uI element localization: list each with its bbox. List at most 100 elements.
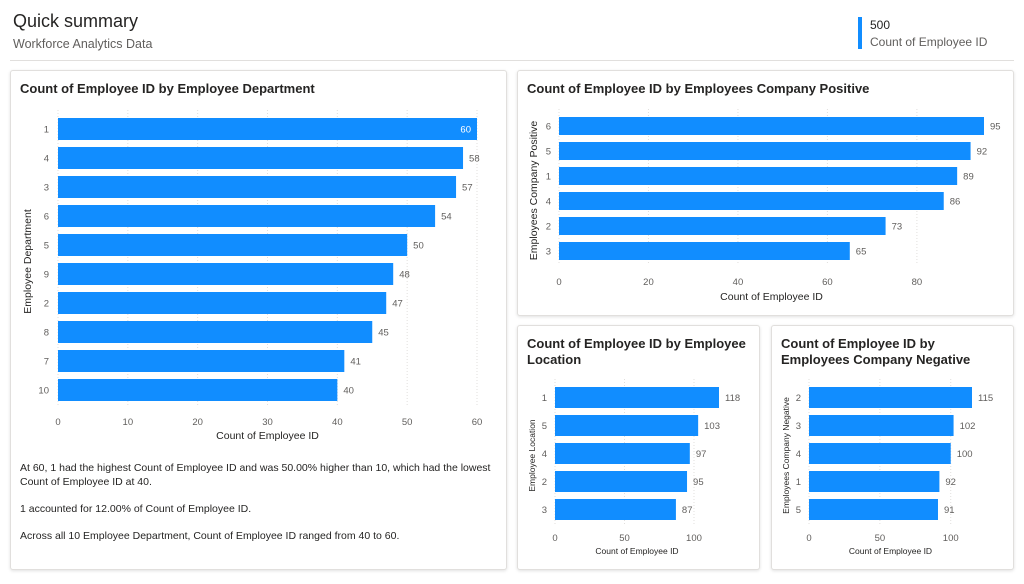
x-tick-label: 0 (552, 533, 557, 544)
y-tick-label: 1 (542, 393, 547, 404)
x-tick-label: 0 (55, 417, 60, 428)
y-tick-label: 2 (44, 299, 49, 310)
location-bar-chart[interactable]: 0 50 100 1 118 5 103 4 97 2 95 3 87 Count of Employee… (518, 326, 760, 570)
x-tick-label: 100 (943, 533, 959, 544)
y-tick-label: 5 (796, 505, 801, 516)
bar (809, 387, 972, 408)
header-divider (10, 60, 1014, 61)
data-label: 58 (469, 154, 480, 165)
company-negative-chart-card[interactable]: Count of Employee ID by Employees Compan… (771, 325, 1014, 570)
y-tick-label: 5 (44, 241, 49, 252)
bar (559, 167, 958, 185)
data-label: 60 (460, 125, 471, 136)
bar (555, 443, 690, 464)
y-tick-label: 6 (44, 212, 49, 223)
bar (58, 205, 436, 227)
x-tick-label: 0 (806, 533, 811, 544)
data-label: 92 (945, 477, 956, 488)
y-tick-label: 1 (44, 125, 49, 136)
company-positive-chart-card[interactable]: Count of Employee ID by Employees Compan… (517, 70, 1014, 316)
data-label: 40 (343, 386, 354, 397)
y-axis-title: Employee Location (527, 419, 537, 492)
data-label: 45 (378, 328, 389, 339)
data-label: 100 (957, 449, 973, 460)
y-tick-label: 3 (44, 183, 49, 194)
department-chart-card[interactable]: Count of Employee ID by Employee Departm… (10, 70, 507, 570)
data-label: 91 (944, 505, 955, 516)
bar (809, 499, 938, 520)
data-label: 118 (725, 393, 740, 404)
page-title: Quick summary (13, 11, 139, 31)
bar (58, 350, 345, 372)
data-label: 95 (693, 477, 704, 488)
data-label: 73 (892, 222, 903, 233)
y-tick-label: 8 (44, 328, 49, 339)
x-tick-label: 20 (192, 417, 203, 428)
chart-title: Count of Employee ID by Employees Compan… (527, 81, 870, 96)
bar (555, 471, 688, 492)
kpi-accent-bar (858, 17, 862, 49)
data-label: 115 (978, 393, 993, 404)
bar (809, 471, 940, 492)
smart-narrative: At 60, 1 had the highest Count of Employ… (20, 461, 500, 556)
y-tick-label: 7 (44, 357, 49, 368)
department-bar-chart[interactable]: 0 10 20 30 40 50 60 1 60 4 58 3 57 6 54 5 50 9 48 2 47 8 45 7 41… (11, 71, 507, 451)
narrative-paragraph-1: At 60, 1 had the highest Count of Employ… (20, 462, 491, 488)
y-tick-label: 3 (546, 247, 551, 258)
x-tick-label: 10 (123, 417, 134, 428)
bar (58, 263, 394, 285)
x-tick-label: 40 (332, 417, 343, 428)
bar (559, 117, 984, 135)
bar (555, 499, 676, 520)
bar (559, 142, 971, 160)
page-subtitle: Workforce Analytics Data (13, 37, 153, 51)
x-axis-title: Count of Employee ID (216, 430, 319, 442)
bar (555, 415, 699, 436)
y-tick-label: 1 (546, 172, 551, 183)
company-positive-bar-chart[interactable]: 0 20 40 60 80 6 95 5 92 1 89 4 86 2 73 3 65 Count of Empl… (518, 71, 1014, 316)
y-axis-title: Employees Company Negative (781, 397, 791, 514)
y-tick-label: 2 (546, 222, 551, 233)
x-tick-label: 60 (822, 277, 833, 288)
bar (58, 292, 387, 314)
y-tick-label: 1 (796, 477, 801, 488)
bar (58, 234, 408, 256)
company-negative-bar-chart[interactable]: 0 50 100 2 115 3 102 4 100 1 92 5 91 Count of Employe… (772, 326, 1014, 570)
y-tick-label: 3 (796, 421, 801, 432)
x-tick-label: 50 (619, 533, 630, 544)
kpi-value: 500 (870, 18, 891, 32)
data-label: 57 (462, 183, 473, 194)
bar (559, 242, 850, 260)
bar (809, 443, 951, 464)
data-label: 86 (950, 197, 961, 208)
location-chart-card[interactable]: Count of Employee ID by Employee Locatio… (517, 325, 760, 570)
x-axis-title: Count of Employee ID (595, 546, 678, 556)
y-tick-label: 10 (38, 386, 49, 397)
data-label: 87 (682, 505, 693, 516)
bar (559, 192, 944, 210)
x-tick-label: 30 (262, 417, 273, 428)
y-tick-label: 4 (546, 197, 551, 208)
data-label: 48 (399, 270, 410, 281)
y-tick-label: 4 (796, 449, 801, 460)
bar (58, 118, 477, 140)
x-tick-label: 100 (686, 533, 702, 544)
bar (559, 217, 886, 235)
data-label: 102 (960, 421, 976, 432)
x-tick-label: 50 (875, 533, 886, 544)
data-label: 65 (856, 247, 867, 258)
y-axis-title: Employees Company Positive (528, 121, 540, 261)
report-header: Quick summary Workforce Analytics Data 5… (0, 0, 1024, 62)
y-tick-label: 6 (546, 122, 551, 133)
chart-title: Count of Employee ID by Employees Compan… (781, 336, 971, 367)
data-label: 95 (990, 122, 1001, 133)
y-axis-title: Employee Department (22, 209, 34, 314)
data-label: 41 (350, 357, 361, 368)
x-tick-label: 0 (556, 277, 561, 288)
y-tick-label: 3 (542, 505, 547, 516)
kpi-label: Count of Employee ID (870, 35, 988, 49)
bar (58, 176, 457, 198)
data-label: 54 (441, 212, 452, 223)
data-label: 92 (977, 147, 988, 158)
bar (58, 321, 373, 343)
